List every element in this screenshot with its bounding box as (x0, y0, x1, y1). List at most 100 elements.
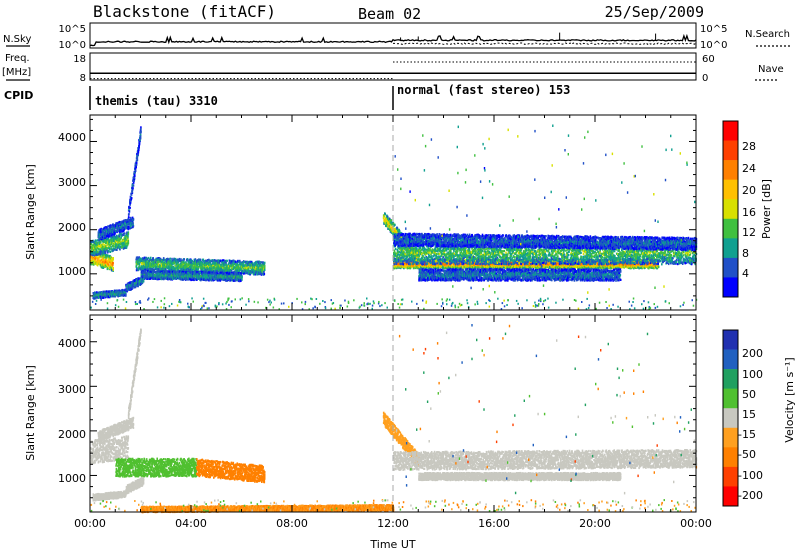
power-cell (113, 240, 115, 242)
power-band-3 (128, 126, 142, 218)
power-cell (248, 268, 250, 270)
power-cell (138, 147, 140, 149)
power-cell (137, 159, 139, 161)
power-cell (226, 260, 228, 262)
power-cell (151, 266, 153, 268)
nave-tick-bottom: 0 (702, 73, 708, 84)
freq-label: Freq. (5, 53, 30, 64)
power-cell (131, 197, 133, 199)
power-cell (108, 231, 110, 233)
power-cell (138, 268, 140, 270)
power-cell (132, 222, 134, 224)
power-cell (107, 268, 109, 270)
power-band-5 (141, 270, 243, 282)
power-cell (140, 137, 142, 139)
nave-label: Nave (758, 64, 784, 75)
power-cell (143, 280, 145, 282)
power-cell (112, 264, 114, 266)
power-cell (128, 216, 130, 218)
power-band-6 (93, 289, 127, 300)
cpid-segment-1: normal (fast stereo) 153 (397, 83, 570, 97)
power-cell (132, 191, 134, 193)
power-cell (138, 149, 140, 151)
power-cell (150, 265, 152, 267)
power-cell (128, 242, 130, 244)
power-cell (259, 261, 261, 263)
power-cell (114, 249, 116, 251)
power-cell (112, 269, 114, 271)
power-cell (119, 248, 121, 250)
power-cell (143, 278, 145, 280)
power-cell (130, 202, 132, 204)
power-cell (107, 225, 109, 227)
power-cell (97, 264, 99, 266)
power-cell (139, 263, 141, 265)
power-cell (134, 175, 136, 177)
power-cell (96, 242, 98, 244)
power-cell (119, 235, 121, 237)
power-cell (140, 135, 142, 137)
power-cell (98, 253, 100, 255)
power-cell (241, 276, 243, 278)
power-cell (124, 232, 126, 234)
power-cell (128, 233, 130, 235)
freq-panel: Freq. [MHz] 18 8 60 0 Nave (2, 53, 784, 84)
power-cell (391, 219, 393, 221)
cpid-segment-1-name: normal (fast stereo) (397, 83, 542, 97)
power-cell (241, 279, 243, 281)
power-cell (133, 225, 135, 227)
power-cell (112, 262, 114, 264)
power-cell (183, 258, 185, 260)
power-cell (112, 258, 114, 260)
freq-unit: [MHz] (2, 67, 31, 78)
power-cell (119, 231, 121, 233)
power-cell (137, 157, 139, 159)
power-cell (99, 239, 101, 241)
power-cell (125, 293, 127, 295)
power-cell (264, 269, 266, 271)
power-cell (138, 151, 140, 153)
power-cell (169, 258, 171, 260)
cpid-segment-0: themis (tau) 3310 (95, 94, 218, 108)
power-band-7 (125, 275, 144, 292)
power-cell (111, 269, 113, 271)
power-cell (200, 259, 202, 261)
power-cell (97, 251, 99, 253)
cpid-segment-0-id: 3310 (189, 94, 218, 108)
power-cell (132, 187, 134, 189)
power-panel: 1000 2000 3000 4000 Slant Range [km] (24, 115, 697, 310)
power-cell (104, 251, 106, 253)
power-cell (127, 236, 129, 238)
power-cell (100, 244, 102, 246)
nsky-panel: N.Sky 10^5 10^0 10^5 10^0 N.Search (3, 23, 790, 51)
freq-tick-top: 18 (73, 54, 86, 65)
nsearch-tick-bottom: 10^0 (700, 40, 727, 51)
cpid-segment-0-name: themis (tau) (95, 94, 182, 108)
power-cell (241, 268, 243, 270)
radar-title: Blackstone (fitACF) (93, 2, 276, 21)
power-cell (109, 248, 111, 250)
nsearch-label: N.Search (745, 29, 790, 40)
power-cell (136, 162, 138, 164)
power-cell (253, 273, 255, 275)
nsky-tick-bottom: 10^0 (59, 40, 86, 51)
power-cell (264, 266, 266, 268)
power-cell (394, 224, 396, 226)
power-cell (140, 131, 142, 133)
power-cell (129, 211, 131, 213)
power-scatter (90, 125, 697, 311)
power-cell (132, 287, 134, 289)
power-cell (129, 207, 131, 209)
power-cell (135, 169, 137, 171)
power-cell (384, 213, 386, 215)
power-cell (133, 184, 135, 186)
power-cell (264, 273, 266, 275)
power-cell (113, 245, 115, 247)
power-cell (154, 271, 156, 273)
cpid-label: CPID (4, 89, 33, 102)
power-cell (169, 260, 171, 262)
freq-tick-bottom: 8 (80, 73, 86, 84)
power-cell (125, 243, 127, 245)
power-cell (133, 218, 135, 220)
